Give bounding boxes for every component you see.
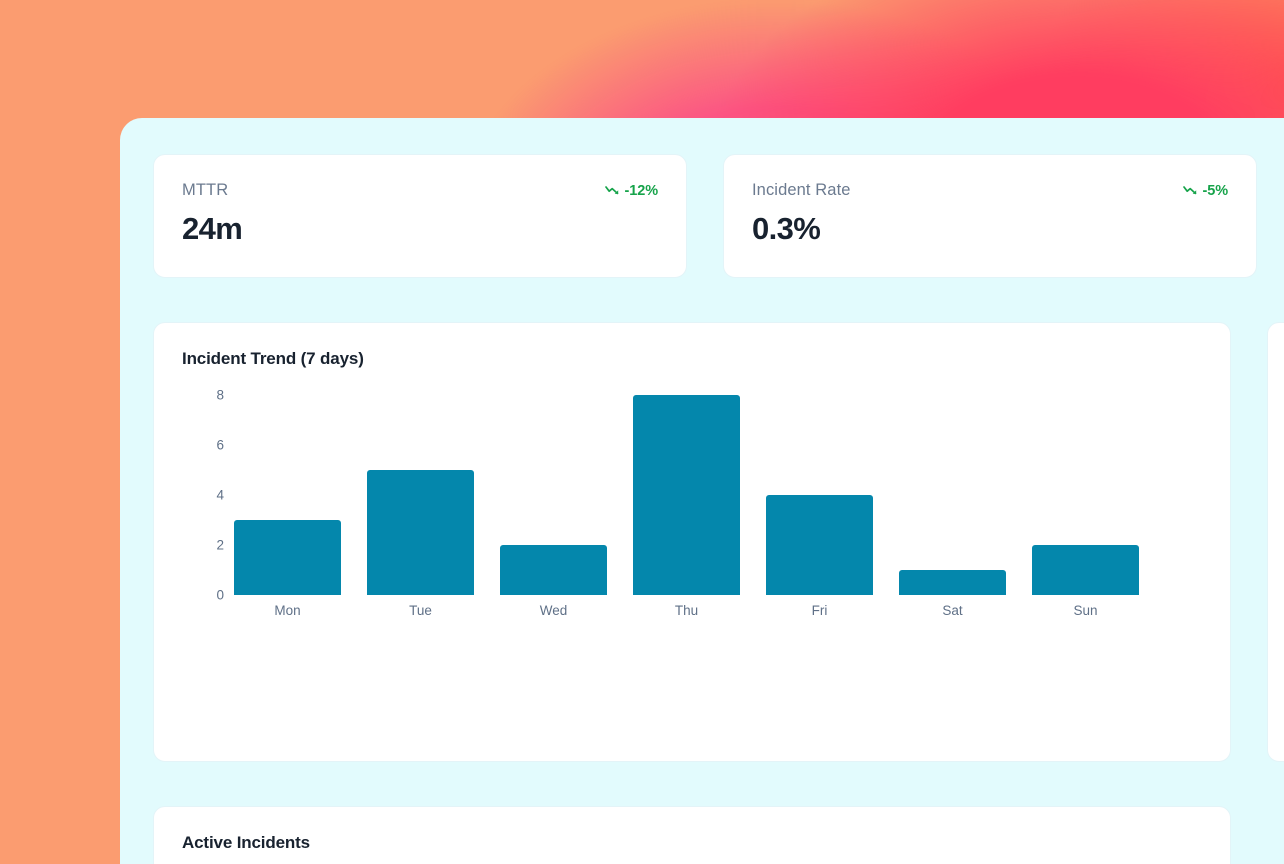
stat-delta-value: -5% [1202, 182, 1229, 199]
card-title: Active Incidents [182, 833, 310, 852]
bar-column[interactable] [899, 395, 1006, 595]
bottom-row: Active Incidents [153, 806, 1284, 864]
y-axis: 0 2 4 6 8 [182, 388, 224, 603]
stat-card-incident-rate[interactable]: Incident Rate -5% 0.3% [723, 154, 1257, 278]
x-axis-label: Tue [409, 603, 432, 618]
plot-area [234, 395, 1202, 595]
side-card-overflow[interactable] [1267, 322, 1284, 762]
bar[interactable] [633, 395, 740, 595]
bar[interactable] [766, 495, 873, 595]
stat-value: 0.3% [752, 211, 821, 246]
bar[interactable] [500, 545, 607, 595]
dashboard-panel: MTTR -12% 24m Incident Rate [120, 118, 1284, 864]
y-axis-tick: 6 [216, 437, 224, 453]
x-axis-label: Mon [274, 603, 301, 618]
incident-trend-card: Incident Trend (7 days) 0 2 4 6 8 Mon Tue Wed T… [153, 322, 1231, 762]
stat-card-header: Incident Rate -5% [752, 181, 1228, 200]
stat-value: 24m [182, 211, 243, 246]
stat-card-mttr[interactable]: MTTR -12% 24m [153, 154, 687, 278]
bar-column[interactable] [766, 395, 873, 595]
stat-label: Incident Rate [752, 181, 851, 199]
bar[interactable] [1032, 545, 1139, 595]
bar-column[interactable] [234, 395, 341, 595]
trend-down-icon [604, 186, 618, 195]
trend-down-icon [1182, 186, 1196, 195]
y-axis-tick: 2 [216, 537, 224, 553]
bar[interactable] [234, 520, 341, 595]
x-axis-label: Thu [674, 603, 699, 618]
bar[interactable] [367, 470, 474, 595]
x-axis-label: Wed [539, 603, 568, 618]
bar-column[interactable] [500, 395, 607, 595]
card-title: Incident Trend (7 days) [182, 349, 364, 368]
x-axis: Mon Tue Wed Thu Fri Sat Sun [234, 603, 1202, 618]
chart-row: Incident Trend (7 days) 0 2 4 6 8 Mon Tue Wed T… [153, 322, 1284, 762]
bar-column[interactable] [633, 395, 740, 595]
y-axis-tick: 4 [216, 487, 224, 503]
y-axis-tick: 0 [216, 587, 224, 603]
stat-delta-value: -12% [624, 182, 659, 199]
bar[interactable] [899, 570, 1006, 595]
stat-card-header: MTTR -12% [182, 181, 658, 200]
active-incidents-card: Active Incidents [153, 806, 1231, 864]
x-axis-label: Sat [942, 603, 963, 618]
bar-chart: 0 2 4 6 8 Mon Tue Wed Thu Fri Sat Sun [182, 388, 1202, 625]
stat-delta: -12% [604, 182, 659, 199]
stat-label: MTTR [182, 181, 229, 199]
y-axis-tick: 8 [216, 387, 224, 403]
stat-delta: -5% [1182, 182, 1229, 199]
stat-card-row: MTTR -12% 24m Incident Rate [153, 154, 1284, 278]
x-axis-label: Fri [811, 603, 828, 618]
bar-column[interactable] [367, 395, 474, 595]
bar-column[interactable] [1032, 395, 1139, 595]
x-axis-label: Sun [1073, 603, 1098, 618]
